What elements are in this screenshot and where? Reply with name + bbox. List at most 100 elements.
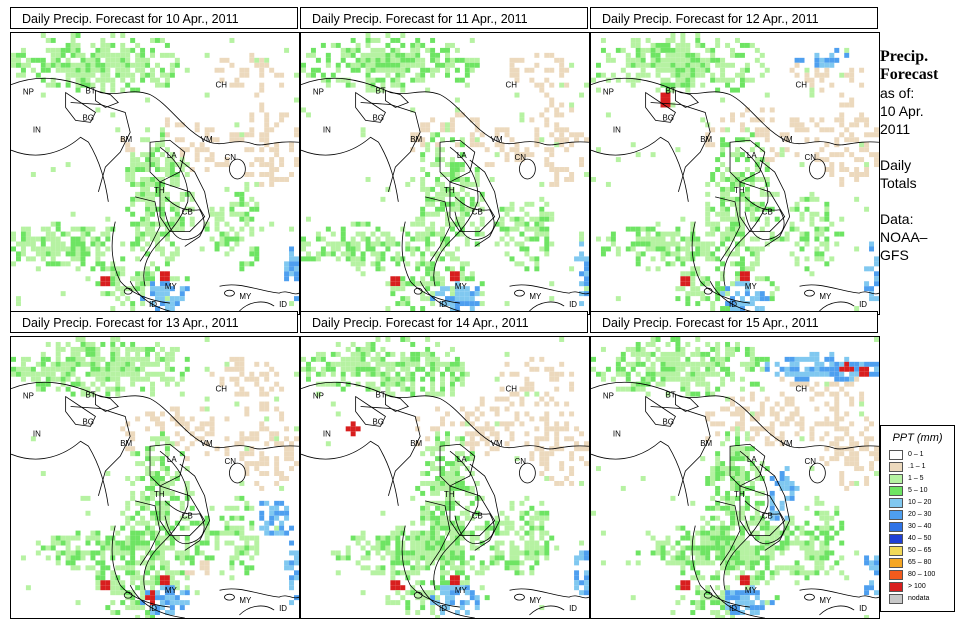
map-canvas: NP BT BG IN CH BM VM LA CN TH CB MY ID MY ID xyxy=(11,33,299,314)
country-label: CB xyxy=(762,208,773,217)
legend-label: 80 – 100 xyxy=(908,571,936,578)
country-label: CH xyxy=(216,385,228,394)
country-label: NP xyxy=(23,392,34,401)
boundary-line xyxy=(11,77,151,95)
boundary-line xyxy=(469,463,501,551)
legend-item: 0 – 1 xyxy=(889,450,953,461)
info-asof-label: as of: xyxy=(880,85,915,101)
precip-cells xyxy=(11,33,299,314)
boundary-line xyxy=(729,139,766,183)
country-label: BM xyxy=(410,439,422,448)
precip-cells xyxy=(301,33,589,314)
boundary-line xyxy=(385,90,409,108)
panel-title: Daily Precip. Forecast for 15 Apr., 2011 xyxy=(590,311,878,333)
boundary-line xyxy=(675,90,699,108)
map-boundaries xyxy=(301,77,589,314)
island-outline xyxy=(809,462,826,484)
boundary-line xyxy=(729,398,879,450)
country-label: CN xyxy=(515,153,527,162)
precip-cells xyxy=(591,33,879,314)
info-heading-line1: Precip. xyxy=(880,48,929,65)
country-label: MY xyxy=(819,596,832,605)
legend-swatch xyxy=(889,570,903,580)
country-label: CB xyxy=(762,512,773,521)
boundary-line xyxy=(691,221,750,304)
boundary-line xyxy=(301,136,399,202)
country-label: TH xyxy=(734,490,745,499)
country-label: TH xyxy=(444,186,455,195)
country-label: CB xyxy=(472,512,483,521)
legend-label: 40 – 50 xyxy=(908,535,932,542)
boundary-line xyxy=(111,221,170,304)
country-label: BM xyxy=(120,135,132,144)
boundary-line xyxy=(759,463,791,551)
info-daily-line2: Totals xyxy=(880,175,917,191)
boundary-line xyxy=(449,485,496,536)
legend-item: 5 – 10 xyxy=(889,486,953,497)
boundary-line xyxy=(425,500,451,566)
boundary-line xyxy=(11,136,109,202)
country-label: BT xyxy=(665,87,675,96)
forecast-info: Precip. Forecast as of: 10 Apr. 2011 Dai… xyxy=(880,48,964,264)
forecast-panel-3: Daily Precip. Forecast for 12 Apr., 2011… xyxy=(590,7,880,315)
boundary-line xyxy=(439,94,589,146)
country-label: IN xyxy=(33,125,41,134)
country-label: BT xyxy=(375,87,385,96)
country-label: VM xyxy=(491,439,503,448)
boundary-line xyxy=(509,588,589,599)
boundary-line xyxy=(591,440,689,506)
country-label: BT xyxy=(665,391,675,400)
boundary-line xyxy=(135,500,161,566)
boundary-line xyxy=(650,102,711,192)
precip-map: NP BT BG IN CH BM VM LA CN TH CB MY ID MY ID xyxy=(300,32,590,315)
island-outline xyxy=(224,593,235,601)
country-label: LA xyxy=(457,455,467,464)
boundary-line xyxy=(439,443,476,487)
legend-label: .1 – 1 xyxy=(908,463,926,470)
country-label: MY xyxy=(529,292,542,301)
panel-title: Daily Precip. Forecast for 11 Apr., 2011 xyxy=(300,7,588,29)
country-label: VM xyxy=(201,135,213,144)
legend-label: 10 – 20 xyxy=(908,499,932,506)
country-label: LA xyxy=(457,151,467,160)
country-label: CN xyxy=(225,153,237,162)
country-label: MY xyxy=(819,292,832,301)
island-outline xyxy=(804,593,815,601)
country-label: ID xyxy=(859,300,867,309)
country-label: VM xyxy=(781,439,793,448)
boundary-line xyxy=(219,284,299,295)
legend-label: 50 – 65 xyxy=(908,547,932,554)
country-label: BM xyxy=(410,135,422,144)
island-outline xyxy=(514,593,525,601)
country-label: MY xyxy=(455,586,468,595)
country-label: BT xyxy=(85,87,95,96)
legend-item: 1 – 5 xyxy=(889,474,953,485)
legend-swatch xyxy=(889,462,903,472)
forecast-panel-1: Daily Precip. Forecast for 10 Apr., 2011… xyxy=(10,7,300,315)
boundary-line xyxy=(715,196,741,262)
country-label: ID xyxy=(569,300,577,309)
boundary-line xyxy=(723,146,769,287)
boundary-line xyxy=(675,394,699,412)
info-heading-line2: Forecast xyxy=(880,66,939,83)
forecast-panel-5: Daily Precip. Forecast for 14 Apr., 2011… xyxy=(300,311,590,619)
boundary-line xyxy=(95,394,119,412)
legend-label: nodata xyxy=(908,595,930,602)
island-outline xyxy=(804,289,815,297)
country-label: LA xyxy=(167,455,177,464)
country-label: MY xyxy=(239,596,252,605)
country-label: CN xyxy=(805,457,817,466)
country-label: CN xyxy=(225,457,237,466)
boundary-line xyxy=(799,284,879,295)
boundary-line xyxy=(129,585,185,618)
island-outline xyxy=(519,462,536,484)
legend-swatch xyxy=(889,534,903,544)
boundary-line xyxy=(449,181,496,232)
country-label: ID xyxy=(439,604,447,613)
info-date-line1: 10 Apr. xyxy=(880,103,924,119)
info-date-line2: 2011 xyxy=(880,121,911,137)
legend-item: 50 – 65 xyxy=(889,546,953,557)
legend-label: 20 – 30 xyxy=(908,511,932,518)
country-label: NP xyxy=(603,88,614,97)
precip-cells xyxy=(591,337,879,618)
